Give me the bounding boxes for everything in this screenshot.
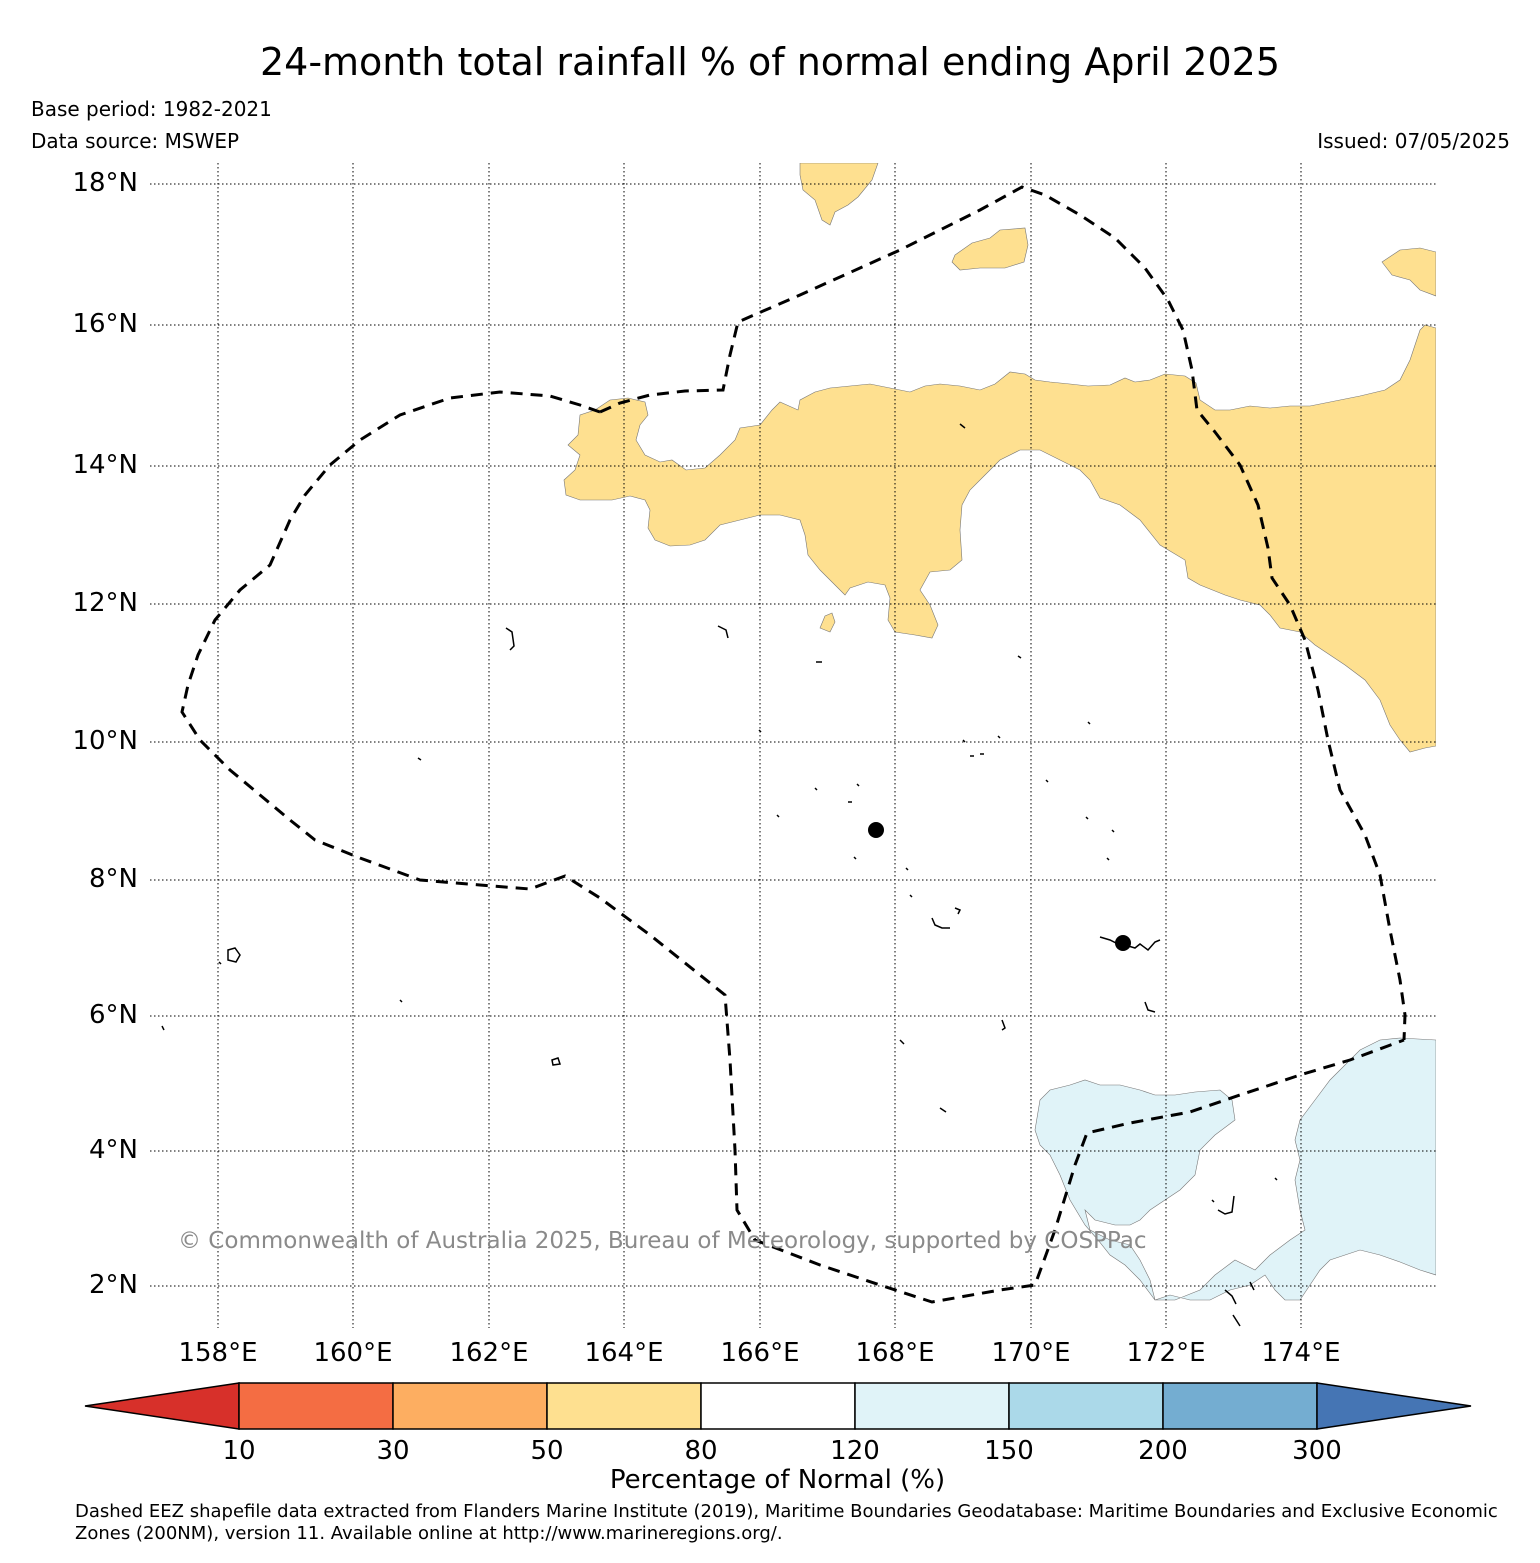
colorbar-tick: 200 — [1138, 1436, 1188, 1466]
lat-label: 14°N — [72, 450, 138, 480]
dry-region-northeast — [1381, 247, 1436, 297]
lon-label: 170°E — [991, 1338, 1071, 1368]
lat-label: 2°N — [89, 1270, 138, 1300]
colorbar-tick: 120 — [830, 1436, 880, 1466]
copyright-notice: © Commonwealth of Australia 2025, Bureau… — [178, 1228, 1147, 1254]
colorbar-tick: 80 — [684, 1436, 718, 1466]
lon-label: 160°E — [313, 1338, 393, 1368]
colorbar-tick: 300 — [1292, 1436, 1342, 1466]
colorbar-label: Percentage of Normal (%) — [609, 1465, 946, 1495]
rainfall-anomaly-regions — [563, 163, 1436, 1301]
location-marker — [868, 822, 884, 838]
colorbar-extend-low — [84, 1382, 240, 1430]
base-period: Base period: 1982-2021 — [31, 97, 272, 121]
eez-credit: Dashed EEZ shapefile data extracted from… — [75, 1501, 1498, 1544]
map-title: 24-month total rainfall % of normal endi… — [259, 40, 1281, 84]
colorbar-segment — [392, 1382, 548, 1430]
graticule — [150, 163, 1436, 1328]
dry-region-north — [799, 163, 879, 226]
colorbar-segment — [238, 1382, 394, 1430]
lat-label: 8°N — [89, 864, 138, 894]
islands — [161, 423, 1278, 1327]
lon-label: 164°E — [584, 1338, 664, 1368]
colorbar-tick: 10 — [222, 1436, 256, 1466]
colorbar-segment — [1008, 1382, 1164, 1430]
lat-label: 6°N — [89, 1000, 138, 1030]
lon-label: 168°E — [855, 1338, 935, 1368]
colorbar-tick: 50 — [530, 1436, 564, 1466]
colorbar-segment — [854, 1382, 1010, 1430]
colorbar-tick: 150 — [984, 1436, 1034, 1466]
lon-label: 166°E — [720, 1338, 800, 1368]
lon-label: 174°E — [1261, 1338, 1341, 1368]
eez-boundary — [180, 185, 1407, 1304]
location-marker — [1115, 935, 1131, 951]
colorbar — [84, 1382, 1472, 1430]
lat-label: 10°N — [72, 726, 138, 756]
dry-region-west-islet — [819, 612, 836, 633]
lat-label: 4°N — [89, 1135, 138, 1165]
lat-label: 18°N — [72, 168, 138, 198]
lat-label: 12°N — [72, 588, 138, 618]
lat-label: 16°N — [72, 309, 138, 339]
colorbar-segment — [1162, 1382, 1318, 1430]
colorbar-extend-high — [1316, 1382, 1472, 1430]
lon-label: 172°E — [1126, 1338, 1206, 1368]
data-source: Data source: MSWEP — [31, 129, 240, 153]
dry-region-main-band — [563, 324, 1436, 753]
issued-date: Issued: 07/05/2025 — [1317, 129, 1510, 153]
dry-region-islet — [951, 227, 1029, 271]
colorbar-tick: 30 — [376, 1436, 410, 1466]
lon-label: 158°E — [178, 1338, 258, 1368]
colorbar-segment — [546, 1382, 702, 1430]
lon-label: 162°E — [449, 1338, 529, 1368]
colorbar-segment — [700, 1382, 856, 1430]
wet-region-southeast — [1034, 1037, 1436, 1301]
